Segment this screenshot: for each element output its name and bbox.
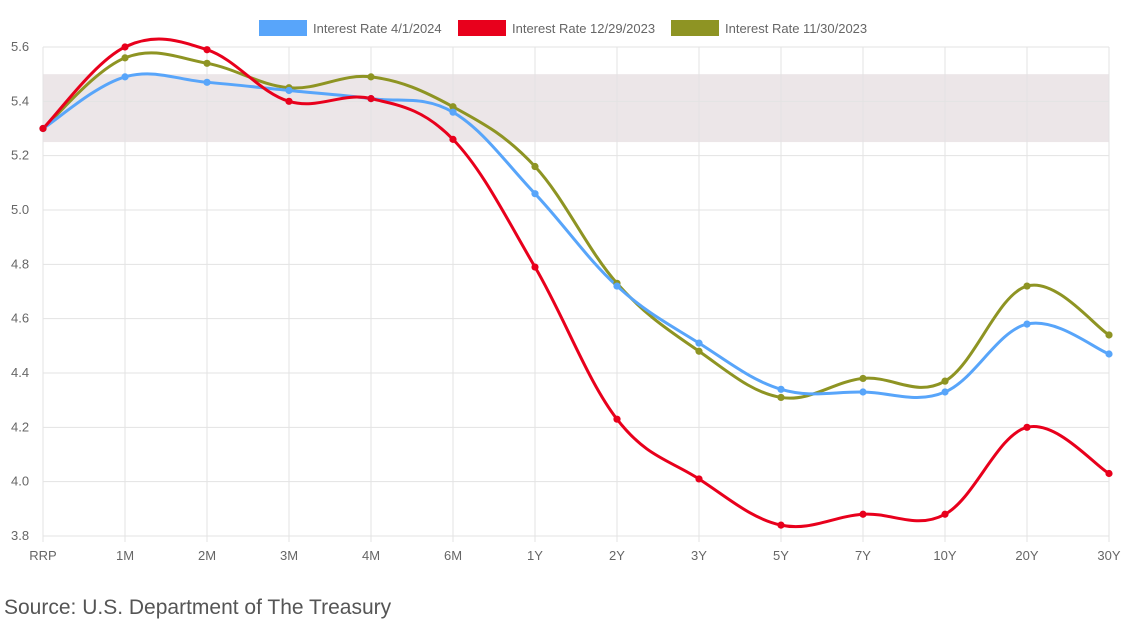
y-tick-label: 4.0	[11, 474, 29, 489]
legend-label[interactable]: Interest Rate 4/1/2024	[313, 21, 442, 36]
x-tick-label: 2M	[198, 548, 216, 563]
y-tick-label: 5.6	[11, 39, 29, 54]
y-axis: 3.8 4.0 4.2 4.4 4.6 4.8 5.0 5.2 5.4 5.6	[11, 39, 29, 543]
x-tick-label: 7Y	[855, 548, 871, 563]
source-note: Source: U.S. Department of The Treasury	[4, 596, 392, 619]
series-line	[42, 72, 1110, 400]
y-tick-label: 4.6	[11, 311, 29, 326]
data-point[interactable]	[367, 95, 375, 103]
data-point[interactable]	[449, 103, 457, 111]
data-point[interactable]	[1105, 469, 1113, 478]
data-point[interactable]	[695, 339, 703, 347]
data-point[interactable]	[449, 108, 457, 116]
legend: Interest Rate 4/1/2024 Interest Rate 12/2…	[259, 20, 867, 36]
data-point[interactable]	[859, 510, 867, 518]
legend-label[interactable]: Interest Rate 12/29/2023	[512, 21, 655, 36]
data-point[interactable]	[941, 510, 949, 518]
data-point[interactable]	[531, 190, 539, 198]
data-point[interactable]	[203, 59, 211, 67]
x-axis: RRP 1M 2M 3M 4M 6M 1Y 2Y 3Y 5Y 7Y 10Y 20Y 30Y	[29, 548, 1121, 563]
x-tick-label: 2Y	[609, 548, 625, 563]
yield-curve-chart: 3.8 4.0 4.2 4.4 4.6 4.8 5.0 5.2 5.4 5.6 RRP 1M 2M 3M…	[11, 20, 1121, 563]
data-point[interactable]	[39, 124, 47, 133]
data-point[interactable]	[859, 374, 867, 383]
data-point[interactable]	[777, 521, 785, 529]
data-point[interactable]	[613, 415, 621, 423]
data-point[interactable]	[777, 385, 785, 393]
data-point[interactable]	[941, 377, 949, 385]
legend-label[interactable]: Interest Rate 11/30/2023	[725, 21, 867, 36]
data-point[interactable]	[941, 388, 949, 396]
y-tick-label: 4.8	[11, 256, 29, 271]
data-point[interactable]	[1105, 350, 1113, 358]
legend-swatch[interactable]	[458, 20, 506, 36]
series-points	[39, 43, 1113, 529]
data-point[interactable]	[121, 73, 129, 81]
shaded-band	[43, 74, 1109, 143]
y-tick-label: 3.8	[11, 528, 29, 543]
legend-swatch[interactable]	[671, 20, 719, 36]
x-tick-label: 1M	[116, 548, 134, 563]
y-tick-label: 4.4	[11, 365, 29, 380]
data-point[interactable]	[1023, 423, 1031, 431]
x-tick-label: 3Y	[691, 548, 707, 563]
x-tick-label: 20Y	[1015, 548, 1038, 563]
data-point[interactable]	[695, 347, 703, 355]
y-tick-label: 5.4	[11, 93, 29, 108]
data-point[interactable]	[449, 135, 457, 143]
x-tick-label: 5Y	[773, 548, 789, 563]
x-tick-label: 4M	[362, 548, 380, 563]
data-point[interactable]	[1105, 331, 1113, 339]
data-point[interactable]	[777, 393, 785, 402]
data-point[interactable]	[859, 388, 867, 396]
y-tick-label: 4.2	[11, 419, 29, 434]
data-point[interactable]	[203, 78, 211, 86]
data-point[interactable]	[531, 263, 539, 271]
y-tick-label: 5.0	[11, 202, 29, 217]
data-point[interactable]	[121, 43, 129, 51]
x-tick-label: 1Y	[527, 548, 543, 563]
data-point[interactable]	[531, 162, 539, 171]
data-point[interactable]	[203, 46, 211, 54]
data-point[interactable]	[121, 54, 129, 62]
data-point[interactable]	[613, 282, 621, 290]
x-tick-label: 30Y	[1097, 548, 1120, 563]
data-point[interactable]	[285, 97, 293, 105]
x-tick-label: RRP	[29, 548, 56, 563]
x-tick-label: 3M	[280, 548, 298, 563]
x-tick-label: 10Y	[933, 548, 956, 563]
data-point[interactable]	[1023, 320, 1031, 328]
data-point[interactable]	[285, 86, 293, 95]
legend-swatch[interactable]	[259, 20, 307, 36]
y-tick-label: 5.2	[11, 148, 29, 163]
data-point[interactable]	[367, 73, 375, 81]
data-point[interactable]	[695, 475, 703, 483]
x-tick-label: 6M	[444, 548, 462, 563]
data-point[interactable]	[1023, 282, 1031, 290]
grid	[42, 46, 1110, 542]
